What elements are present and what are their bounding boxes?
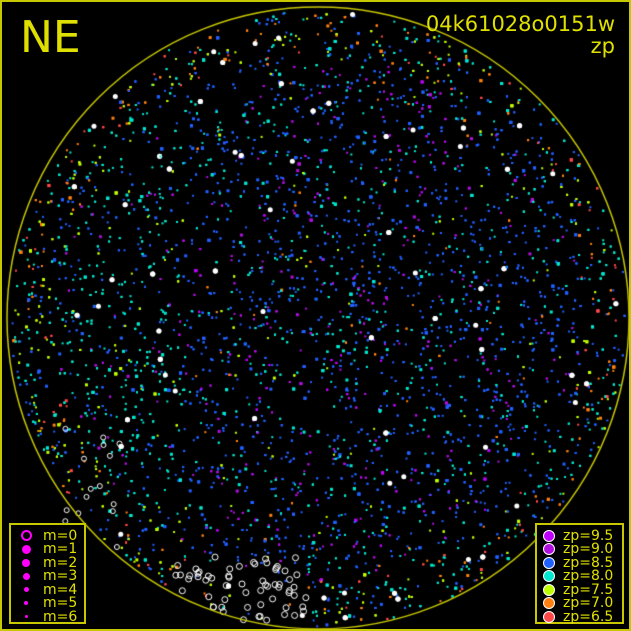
- frame-id: 04k61028o0151w: [425, 12, 615, 36]
- color-swatch-icon: [543, 597, 555, 610]
- magnitude-legend-item: m=0: [11, 529, 84, 543]
- zp-legend-item: zp=9.5: [537, 529, 622, 543]
- zp-legend-item: zp=8.5: [537, 556, 622, 570]
- plot-mode: zp: [590, 34, 615, 58]
- magnitude-legend-label: m=3: [43, 568, 78, 585]
- magnitude-legend-label: m=6: [43, 608, 78, 625]
- zp-legend-item: zp=6.5: [537, 610, 622, 624]
- color-swatch-icon: [543, 570, 555, 583]
- zp-legend-label: zp=7.0: [563, 595, 614, 612]
- zp-legend-label: zp=8.0: [563, 568, 614, 585]
- color-swatch-icon: [543, 543, 555, 556]
- magnitude-legend-label: m=1: [43, 541, 78, 558]
- zp-legend-label: zp=6.5: [563, 608, 614, 625]
- magnitude-legend-label: m=5: [43, 595, 78, 612]
- zp-legend-item: zp=8.0: [537, 568, 622, 585]
- zp-legend-label: zp=9.0: [563, 541, 614, 558]
- magnitude-legend-item: m=4: [11, 583, 84, 597]
- direction-label: NE: [20, 12, 81, 63]
- zp-legend-label: zp=8.5: [563, 554, 614, 571]
- color-swatch-icon: [543, 583, 555, 596]
- zp-legend-item: zp=7.5: [537, 583, 622, 597]
- zp-legend: zp=9.5 zp=9.0 zp=8.5 zp=8.0 zp=7.5 zp=7.0 zp=6…: [535, 523, 624, 624]
- circle-icon: [19, 601, 33, 606]
- color-swatch-icon: [543, 529, 555, 542]
- magnitude-legend-item: m=2: [11, 556, 84, 570]
- zp-legend-item: zp=9.0: [537, 541, 622, 558]
- magnitude-legend-label: m=0: [43, 527, 78, 544]
- zp-legend-label: zp=7.5: [563, 581, 614, 598]
- circle-icon: [19, 558, 33, 567]
- magnitude-legend-label: m=2: [43, 554, 78, 571]
- magnitude-legend-item: m=1: [11, 541, 84, 558]
- color-swatch-icon: [543, 610, 555, 623]
- circle-icon: [19, 530, 33, 542]
- magnitude-legend-item: m=3: [11, 568, 84, 585]
- zp-legend-item: zp=7.0: [537, 595, 622, 612]
- color-swatch-icon: [543, 556, 555, 569]
- magnitude-legend-item: m=5: [11, 595, 84, 612]
- magnitude-legend-label: m=4: [43, 581, 78, 598]
- circle-icon: [19, 572, 33, 580]
- circle-icon: [19, 615, 33, 619]
- circle-icon: [19, 544, 33, 554]
- zp-legend-label: zp=9.5: [563, 527, 614, 544]
- magnitude-legend-item: m=6: [11, 610, 84, 624]
- circle-icon: [19, 587, 33, 593]
- magnitude-legend: m=0 m=1 m=2 m=3 m=4 m=5 m=6: [9, 523, 86, 624]
